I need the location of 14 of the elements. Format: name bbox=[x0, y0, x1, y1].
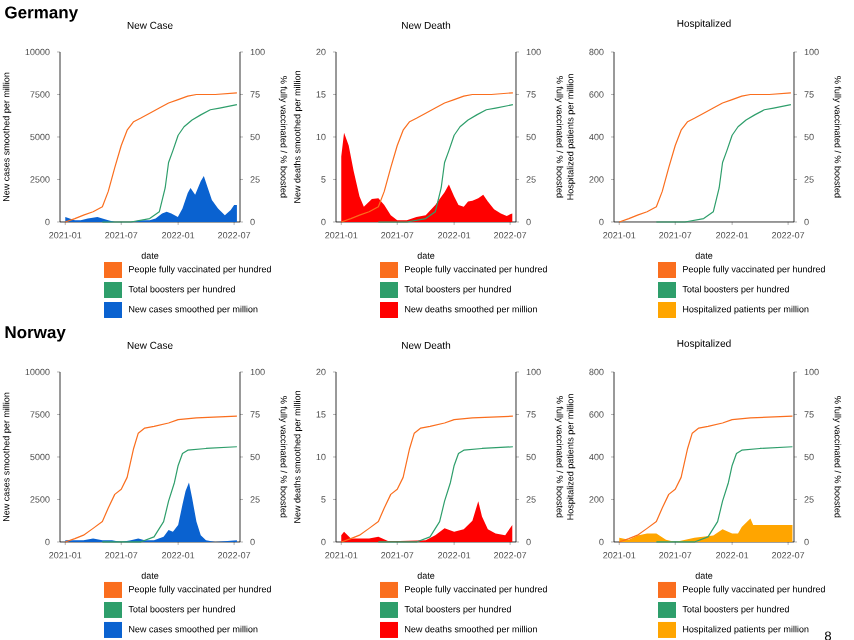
line-series bbox=[101, 104, 238, 223]
line-series bbox=[340, 415, 514, 543]
line-series bbox=[377, 446, 514, 543]
line-series bbox=[64, 92, 238, 223]
line-series bbox=[655, 104, 792, 223]
line-series bbox=[655, 446, 794, 543]
line-series bbox=[340, 92, 514, 223]
line-series bbox=[101, 446, 238, 543]
line-series bbox=[618, 415, 794, 543]
line-series bbox=[618, 92, 792, 223]
line-series bbox=[64, 415, 238, 543]
text: Germany bbox=[5, 6, 79, 22]
text: Norway bbox=[5, 326, 66, 342]
line-series bbox=[377, 104, 514, 223]
